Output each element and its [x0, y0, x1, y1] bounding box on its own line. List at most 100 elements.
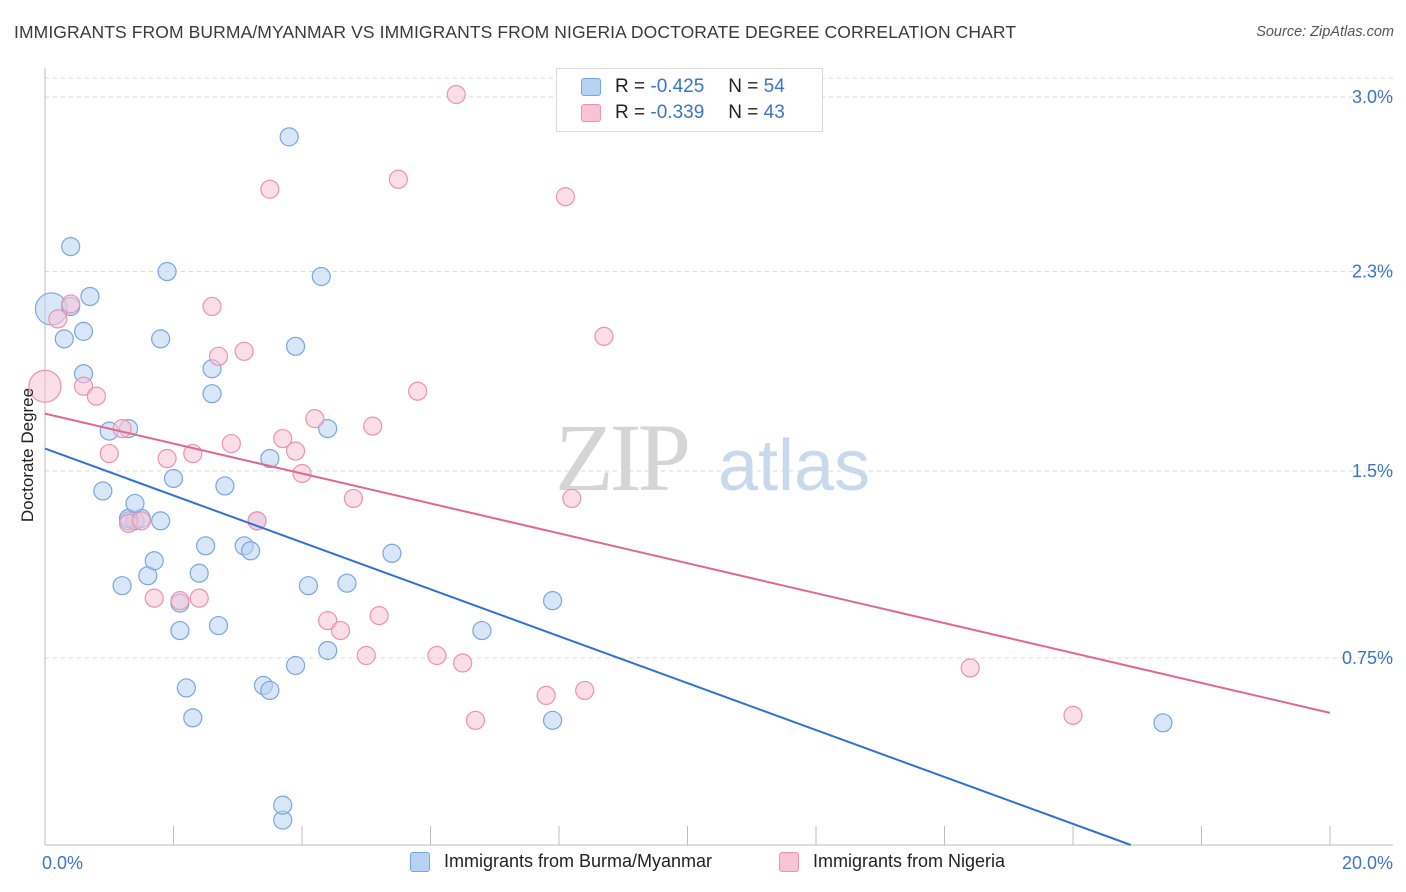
- point-burma-21: [163, 468, 184, 489]
- point-nigeria-33: [446, 84, 466, 105]
- point-nigeria-35: [465, 710, 486, 730]
- point-nigeria-20: [273, 428, 293, 449]
- point-burma-25: [183, 708, 203, 728]
- point-burma-31: [215, 476, 235, 496]
- point-nigeria-27: [356, 645, 376, 666]
- point-burma-52: [1153, 713, 1173, 733]
- point-nigeria-36: [536, 685, 556, 706]
- point-burma-20: [157, 261, 177, 282]
- point-burma-1: [54, 329, 74, 349]
- point-burma-19: [151, 329, 171, 349]
- point-nigeria-34: [453, 653, 473, 673]
- legend-swatch-nigeria: [581, 104, 601, 122]
- legend-r-label: R =: [615, 76, 646, 97]
- chart-title: IMMIGRANTS FROM BURMA/MYANMAR VS IMMIGRA…: [14, 22, 1017, 42]
- point-nigeria-18: [247, 511, 267, 531]
- point-burma-50: [542, 591, 563, 611]
- legend-n-value: 43: [763, 102, 785, 123]
- legend-row-nigeria: R = -0.339 N = 43: [581, 100, 785, 126]
- point-burma-36: [260, 448, 280, 469]
- point-burma-3: [61, 237, 81, 257]
- series-legend: Immigrants from Burma/Myanmar Immigrants…: [0, 851, 1406, 877]
- tick-labels: 0.75% 1.5% 2.3% 3.0% 0.0% 20.0%: [42, 87, 1393, 873]
- point-nigeria-4: [86, 386, 107, 406]
- y-axis-title: Doctorate Degree: [18, 388, 37, 522]
- point-nigeria-19: [260, 179, 280, 199]
- point-nigeria-13: [189, 588, 209, 608]
- trend-line-nigeria: [44, 412, 1331, 714]
- legend-r-value: -0.339: [650, 102, 705, 123]
- legend-n-label: N =: [728, 102, 759, 123]
- watermark-atlas: atlas: [718, 426, 870, 506]
- point-nigeria-37: [555, 187, 576, 207]
- point-burma-17: [144, 551, 164, 571]
- x-tick-label-0: 0.0%: [42, 853, 83, 873]
- point-nigeria-15: [208, 346, 229, 366]
- point-burma-43: [298, 576, 319, 596]
- source-credit: Source: ZipAtlas.com: [1256, 24, 1394, 40]
- point-burma-42: [285, 336, 306, 356]
- point-nigeria-39: [575, 680, 595, 701]
- point-burma-47: [337, 573, 357, 593]
- legend-r-label: R =: [615, 102, 646, 123]
- point-burma-40: [279, 127, 299, 147]
- point-nigeria-3: [73, 376, 94, 396]
- point-burma-27: [196, 536, 216, 556]
- data-points: [28, 84, 1173, 830]
- point-burma-39: [273, 795, 293, 815]
- legend-swatch-burma: [581, 78, 601, 96]
- correlation-legend: R = -0.425 N = 54 R = -0.339 N = 43: [556, 68, 823, 132]
- point-nigeria-10: [157, 448, 177, 469]
- point-burma-45: [318, 419, 338, 439]
- point-nigeria-21: [285, 441, 306, 461]
- series-legend-burma[interactable]: Immigrants from Burma/Myanmar: [410, 851, 712, 872]
- point-burma-23: [170, 620, 190, 641]
- trend-line-burma: [44, 447, 1132, 846]
- legend-row-burma: R = -0.425 N = 54: [581, 74, 785, 100]
- x-tick-label-1: 20.0%: [1342, 853, 1393, 873]
- point-nigeria-32: [427, 645, 447, 666]
- point-burma-46: [318, 640, 338, 661]
- trend-lines: [44, 412, 1331, 846]
- point-burma-15: [125, 493, 145, 514]
- series-legend-nigeria[interactable]: Immigrants from Nigeria: [779, 851, 1005, 872]
- point-burma-51: [542, 710, 563, 730]
- point-nigeria-28: [363, 416, 383, 436]
- series-label-burma: Immigrants from Burma/Myanmar: [444, 851, 713, 871]
- point-burma-33: [241, 541, 261, 561]
- point-nigeria-42: [1063, 705, 1083, 725]
- point-nigeria-30: [388, 169, 408, 189]
- point-nigeria-31: [408, 381, 428, 401]
- point-nigeria-2: [61, 294, 81, 314]
- point-burma-4: [73, 321, 94, 341]
- point-burma-37: [260, 680, 280, 701]
- y-tick-label-1: 1.5%: [1352, 461, 1393, 481]
- point-burma-6: [80, 286, 100, 307]
- point-burma-12: [112, 576, 132, 596]
- series-swatch-nigeria: [779, 851, 799, 872]
- point-nigeria-40: [594, 326, 614, 346]
- point-burma-41: [285, 655, 306, 676]
- point-nigeria-11: [170, 591, 190, 611]
- point-nigeria-1: [48, 309, 68, 329]
- point-burma-44: [311, 266, 331, 287]
- watermark: ZIP atlas: [555, 404, 870, 511]
- point-burma-18: [151, 511, 171, 531]
- point-nigeria-0: [28, 369, 62, 403]
- point-nigeria-16: [221, 433, 241, 454]
- axes: [44, 68, 1393, 846]
- legend-n-label: N =: [728, 76, 759, 97]
- series-swatch-burma: [410, 851, 430, 872]
- y-tick-label-3: 3.0%: [1352, 87, 1393, 107]
- point-nigeria-14: [202, 296, 222, 317]
- point-burma-26: [189, 563, 209, 583]
- point-nigeria-41: [960, 658, 980, 678]
- point-burma-30: [208, 615, 229, 636]
- point-nigeria-38: [562, 488, 582, 509]
- legend-n-value: 54: [763, 76, 785, 97]
- point-nigeria-26: [343, 488, 363, 509]
- point-burma-24: [176, 678, 196, 698]
- point-burma-28: [202, 384, 222, 404]
- point-burma-49: [472, 620, 492, 641]
